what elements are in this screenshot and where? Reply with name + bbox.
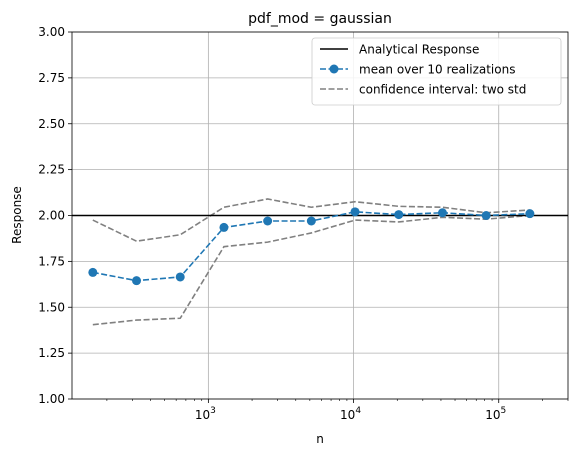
x-tick-label: 103 <box>195 406 216 422</box>
chart-title: pdf_mod = gaussian <box>248 11 392 27</box>
legend: Analytical Response mean over 10 realizat… <box>311 37 562 106</box>
mean-point <box>394 210 404 220</box>
mean-point <box>88 267 98 277</box>
mean-point <box>306 216 316 226</box>
confidence-lower-line <box>92 214 530 326</box>
series-layer <box>72 198 568 326</box>
x-tick-label: 104 <box>340 406 361 422</box>
legend-swatch-marker <box>329 64 339 74</box>
mean-point <box>219 222 229 232</box>
y-tick-label: 1.50 <box>38 300 65 314</box>
y-tick-label: 2.00 <box>38 209 65 223</box>
y-tick-label: 2.75 <box>38 71 65 85</box>
legend-label: mean over 10 realizations <box>359 63 515 77</box>
legend-box <box>311 37 562 106</box>
legend-label: Analytical Response <box>359 43 479 57</box>
series-group <box>72 198 568 326</box>
mean-point <box>350 207 360 217</box>
y-tick-label: 1.25 <box>38 346 65 360</box>
legend-label: confidence interval: two std <box>359 83 526 97</box>
mean-point <box>263 216 273 226</box>
confidence-upper-line <box>92 198 530 243</box>
mean-point <box>525 209 535 219</box>
x-axis-label: n <box>316 432 324 446</box>
mean-point <box>132 276 142 286</box>
y-tick-label: 2.50 <box>38 117 65 131</box>
mean-point <box>437 208 447 218</box>
x-tick-label: 105 <box>485 406 506 422</box>
y-tick-label: 1.00 <box>38 392 65 406</box>
y-tick-label: 2.25 <box>38 163 65 177</box>
mean-point <box>175 272 185 282</box>
y-tick-label: 3.00 <box>38 25 65 39</box>
y-tick-label: 1.75 <box>38 254 65 268</box>
y-axis-label: Response <box>10 186 24 244</box>
mean-point <box>481 211 491 220</box>
